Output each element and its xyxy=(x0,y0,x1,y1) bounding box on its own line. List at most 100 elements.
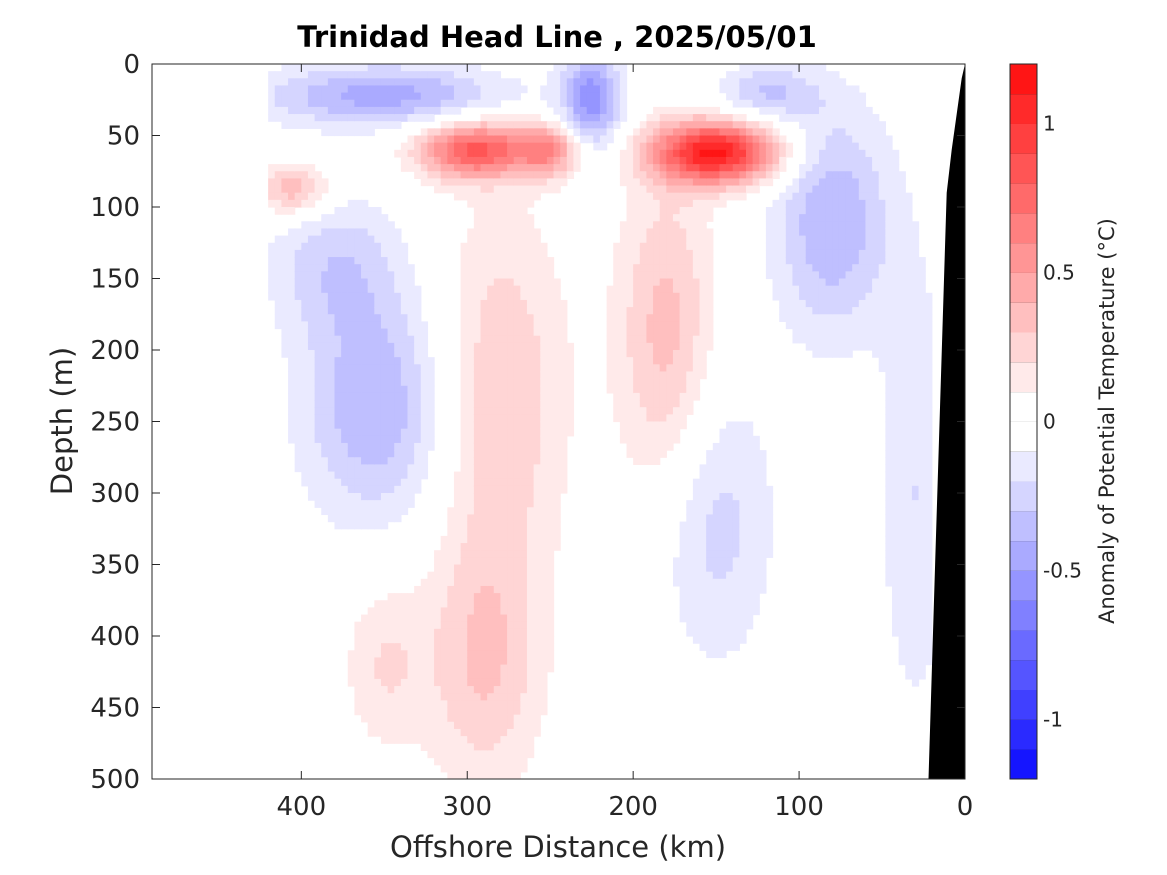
heatmap-cell xyxy=(546,521,555,530)
heatmap-cell xyxy=(361,621,369,630)
heatmap-cell xyxy=(865,328,873,337)
heatmap-cell xyxy=(307,328,316,337)
heatmap-cell xyxy=(427,78,435,87)
heatmap-cell xyxy=(480,450,488,458)
heatmap-cell xyxy=(467,192,475,201)
heatmap-cell xyxy=(380,350,389,358)
heatmap-cell xyxy=(533,378,541,387)
heatmap-cell xyxy=(307,78,316,87)
heatmap-cell xyxy=(566,99,575,108)
heatmap-cell xyxy=(553,442,561,451)
heatmap-cell xyxy=(400,264,409,272)
heatmap-cell xyxy=(520,507,528,516)
heatmap-cell xyxy=(361,407,369,415)
heatmap-cell xyxy=(533,407,541,415)
heatmap-cell xyxy=(321,350,329,358)
heatmap-cell xyxy=(480,249,488,258)
heatmap-cell xyxy=(447,643,455,651)
heatmap-cell xyxy=(712,514,721,523)
heatmap-cell xyxy=(400,714,409,723)
heatmap-cell xyxy=(520,285,528,294)
heatmap-cell xyxy=(321,71,329,79)
heatmap-cell xyxy=(380,478,389,487)
heatmap-cell xyxy=(639,328,648,337)
heatmap-cell xyxy=(613,407,621,415)
heatmap-cell xyxy=(526,493,535,501)
heatmap-cell xyxy=(672,299,681,308)
heatmap-cell xyxy=(374,721,382,730)
heatmap-cell xyxy=(513,671,521,680)
heatmap-cell xyxy=(473,686,482,694)
heatmap-cell xyxy=(513,378,521,387)
heatmap-cell xyxy=(427,721,435,730)
heatmap-cell xyxy=(327,507,336,516)
heatmap-cell xyxy=(507,285,515,294)
heatmap-cell xyxy=(533,371,541,380)
heatmap-cell xyxy=(520,407,528,415)
heatmap-cell xyxy=(327,350,336,358)
heatmap-cell xyxy=(487,149,495,158)
heatmap-cell xyxy=(878,342,886,351)
heatmap-cell xyxy=(374,414,382,423)
heatmap-cell xyxy=(321,471,329,480)
heatmap-cell xyxy=(427,585,435,594)
heatmap-cell xyxy=(799,321,807,330)
heatmap-cell xyxy=(672,392,681,401)
heatmap-cell xyxy=(553,407,561,415)
heatmap-cell xyxy=(792,257,800,265)
heatmap-cell xyxy=(493,707,502,716)
heatmap-cell xyxy=(520,164,528,172)
heatmap-cell xyxy=(712,178,721,187)
heatmap-cell xyxy=(699,235,707,244)
heatmap-cell xyxy=(686,514,694,523)
heatmap-cell xyxy=(334,249,342,258)
heatmap-cell xyxy=(434,593,442,601)
heatmap-cell xyxy=(526,435,535,444)
heatmap-cell xyxy=(347,128,356,137)
heatmap-cell xyxy=(520,335,528,344)
heatmap-cell xyxy=(460,285,468,294)
heatmap-cell xyxy=(447,171,455,179)
heatmap-cell xyxy=(507,378,515,387)
heatmap-cell xyxy=(739,156,747,165)
heatmap-cell xyxy=(480,299,488,308)
heatmap-cell xyxy=(507,207,515,215)
heatmap-cell xyxy=(666,149,674,158)
heatmap-cell xyxy=(765,221,774,230)
heatmap-cell xyxy=(507,771,515,779)
heatmap-cell xyxy=(818,135,827,144)
heatmap-cell xyxy=(553,149,561,158)
heatmap-cell xyxy=(407,485,415,494)
heatmap-cell xyxy=(785,99,794,108)
heatmap-cell xyxy=(301,78,309,87)
heatmap-cell xyxy=(493,442,502,451)
heatmap-cell xyxy=(573,164,581,172)
heatmap-cell xyxy=(686,299,694,308)
heatmap-cell xyxy=(507,543,515,551)
heatmap-cell xyxy=(566,428,575,437)
heatmap-cell xyxy=(341,106,349,115)
heatmap-cell xyxy=(732,621,740,630)
heatmap-cell xyxy=(414,700,422,709)
heatmap-cell xyxy=(686,342,694,351)
heatmap-cell xyxy=(739,164,747,172)
heatmap-cell xyxy=(692,321,701,330)
heatmap-cell xyxy=(520,607,528,616)
heatmap-cell xyxy=(314,321,322,330)
heatmap-cell xyxy=(520,671,528,680)
heatmap-cell xyxy=(473,121,482,129)
heatmap-cell xyxy=(414,714,422,723)
heatmap-cell xyxy=(799,114,807,122)
heatmap-cell xyxy=(526,335,535,344)
heatmap-cell xyxy=(639,450,648,458)
heatmap-cell xyxy=(434,600,442,608)
heatmap-cell xyxy=(480,207,488,215)
heatmap-cell xyxy=(745,564,754,573)
heatmap-cell xyxy=(487,528,495,537)
heatmap-cell xyxy=(799,242,807,251)
heatmap-cell xyxy=(380,678,389,687)
heatmap-cell xyxy=(666,278,674,287)
heatmap-cell xyxy=(838,207,847,215)
heatmap-cell xyxy=(858,114,867,122)
heatmap-cell xyxy=(513,121,521,129)
